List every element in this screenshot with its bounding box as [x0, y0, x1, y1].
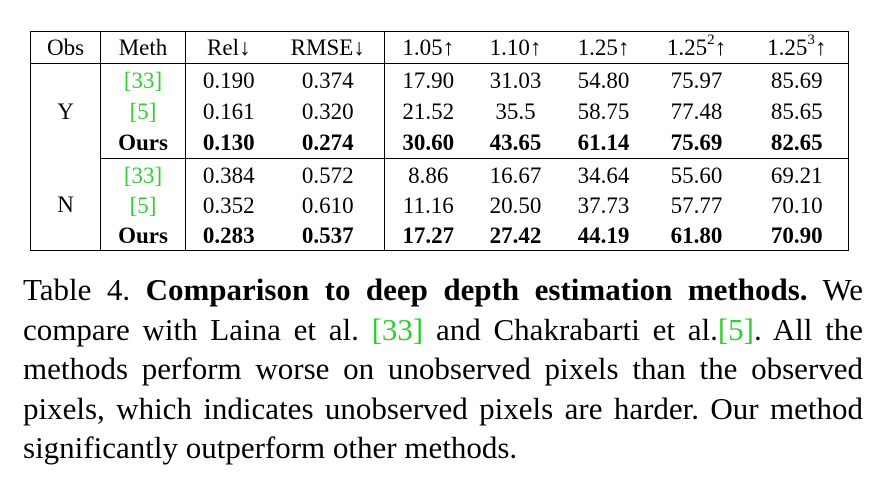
- cell-delta-125-squared: 61.80: [670, 222, 723, 248]
- caption-label: Table 4.: [23, 272, 131, 307]
- method-cell: [33]: [100, 158, 186, 190]
- cell-delta-125-cubed: 85.69: [770, 68, 823, 93]
- method-cell: Ours: [100, 220, 186, 251]
- header-row: Obs Meth Rel↓ RMSE↓ 1.05↑ 1.10↑ 1.25↑ 1.…: [30, 31, 849, 64]
- cell-delta-125-cubed: 82.65: [745, 127, 849, 159]
- cell-delta-125-squared: 75.97: [670, 68, 723, 93]
- header-delta-105: 1.05↑: [384, 31, 472, 64]
- method-citation[interactable]: [5]: [129, 192, 157, 218]
- method-cell: [5]: [100, 96, 186, 127]
- cell-rel: 0.190: [202, 68, 255, 93]
- caption-title: Comparison to deep depth estimation meth…: [145, 272, 808, 307]
- cell-rmse: 0.274: [271, 127, 385, 159]
- cell-delta-125: 58.75: [577, 99, 630, 124]
- obs-cell: N: [30, 158, 101, 251]
- table-group-observed: Y [33] 0.190 0.374 17.90 31.03 54.80 75.97 85.69…: [30, 63, 849, 159]
- header-method: Meth: [100, 31, 186, 64]
- cell-delta-125-squared: 77.48: [670, 99, 723, 124]
- header-delta-125-squared-arrow: ↑: [714, 35, 727, 60]
- method-label: Ours: [118, 130, 168, 155]
- method-cell: Ours: [100, 127, 186, 159]
- table-row: Ours 0.283 0.537 17.27 27.42 44.19 61.80 70.90: [31, 220, 849, 251]
- header-delta-125: 1.25↑: [559, 31, 648, 64]
- cell-rel: 0.384: [202, 162, 255, 188]
- method-citation[interactable]: [5]: [129, 99, 157, 124]
- table-group-unobserved: N [33] 0.384 0.572 8.86 16.67 34.64 55.60 69.21[…: [30, 158, 849, 251]
- cell-rmse: 0.320: [271, 96, 385, 127]
- cell-delta-125: 54.80: [577, 68, 630, 93]
- header-delta-125-cubed-base: 1.25: [767, 35, 808, 60]
- cell-rmse: 0.572: [271, 158, 385, 190]
- cell-delta-125: 34.64: [577, 162, 630, 188]
- table-row: [5] 0.161 0.320 21.52 35.5 58.75 77.48 85.65: [31, 96, 849, 127]
- cell-delta-125-squared: 55.60: [670, 162, 723, 188]
- cell-delta-125-cubed: 70.90: [770, 222, 823, 248]
- header-rel: Rel↓: [185, 31, 272, 64]
- table-row: Ours 0.130 0.274 30.60 43.65 61.14 75.69 82.65: [31, 127, 849, 159]
- header-obs: Obs: [30, 31, 101, 64]
- caption-text-3: . All the methods perform worse on unobs…: [23, 311, 863, 466]
- cell-delta-125: 61.14: [559, 127, 648, 159]
- cell-rel: 0.283: [202, 222, 255, 248]
- header-delta-110: 1.10↑: [471, 31, 560, 64]
- method-citation[interactable]: [33]: [123, 162, 163, 188]
- cell-rel: 0.352: [202, 192, 255, 218]
- cell-delta-110: 43.65: [471, 127, 560, 159]
- method-cell: [5]: [100, 190, 186, 220]
- cell-delta-105: 11.16: [402, 192, 454, 218]
- results-table: Obs Meth Rel↓ RMSE↓ 1.05↑ 1.10↑ 1.25↑ 1.…: [30, 31, 849, 251]
- table-row: [5] 0.352 0.610 11.16 20.50 37.73 57.77 70.10: [31, 190, 849, 220]
- method-cell: [33]: [100, 63, 186, 96]
- cell-rmse: 0.374: [271, 63, 385, 96]
- cell-delta-105: 30.60: [384, 127, 472, 159]
- header-delta-125-cubed-exp: 3: [807, 32, 815, 49]
- table-caption: Table 4. Comparison to deep depth estima…: [23, 270, 863, 468]
- cell-rel: 0.130: [185, 127, 272, 159]
- header-delta-125-cubed: 1.253↑: [745, 31, 849, 64]
- cell-rmse: 0.537: [271, 220, 385, 251]
- cell-rel: 0.161: [202, 99, 255, 124]
- cell-delta-125-cubed: 85.65: [770, 99, 823, 124]
- cell-delta-110: 31.03: [489, 68, 542, 93]
- cell-delta-125-cubed: 70.10: [770, 192, 823, 218]
- cell-delta-125: 37.73: [577, 192, 630, 218]
- cell-delta-110: 35.5: [495, 99, 536, 124]
- header-rmse: RMSE↓: [271, 31, 385, 64]
- table-row: Y [33] 0.190 0.374 17.90 31.03 54.80 75.97 85.69: [30, 63, 849, 159]
- cell-delta-125: 44.19: [577, 222, 630, 248]
- obs-cell: Y: [30, 63, 101, 159]
- cell-delta-110: 16.67: [489, 162, 542, 188]
- method-citation[interactable]: [33]: [123, 68, 163, 93]
- cell-delta-105: 8.86: [408, 162, 449, 188]
- header-delta-125-cubed-arrow: ↑: [814, 35, 827, 60]
- cell-delta-110: 27.42: [489, 222, 542, 248]
- caption-text-1: We compare with Laina et al.: [23, 272, 863, 347]
- caption-citation-5[interactable]: [5]: [717, 311, 754, 347]
- cell-delta-125-cubed: 69.21: [770, 162, 823, 188]
- caption-text-2: and Chakrabarti et al.: [423, 311, 718, 347]
- cell-delta-125-squared: 75.69: [647, 127, 746, 159]
- table-row: N [33] 0.384 0.572 8.86 16.67 34.64 55.60 69.21: [30, 158, 849, 251]
- header-delta-125-squared-exp: 2: [707, 32, 715, 49]
- cell-delta-105: 17.27: [402, 222, 455, 248]
- caption-citation-33[interactable]: [33]: [371, 311, 424, 347]
- header-delta-125-squared: 1.252↑: [647, 31, 746, 64]
- header-delta-125-squared-base: 1.25: [666, 35, 708, 60]
- cell-delta-125-squared: 57.77: [670, 192, 723, 218]
- cell-delta-110: 20.50: [489, 192, 542, 218]
- method-label: Ours: [118, 222, 168, 248]
- cell-delta-105: 17.90: [402, 68, 455, 93]
- cell-delta-105: 21.52: [402, 99, 455, 124]
- cell-rmse: 0.610: [271, 190, 385, 220]
